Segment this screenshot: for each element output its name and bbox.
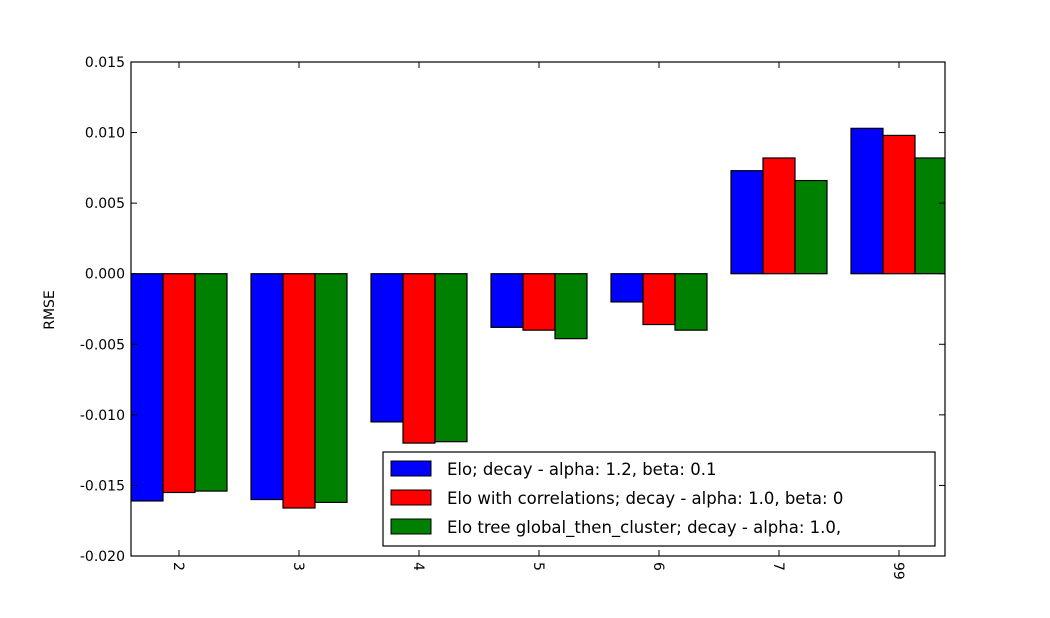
- legend-box: [382, 451, 936, 547]
- bar-7-series-3: [794, 179, 828, 275]
- bar-2-series-2: [162, 273, 196, 494]
- x-tick-label: 7: [770, 562, 786, 571]
- plot-frame: [130, 61, 946, 557]
- axes-layer: [130, 61, 946, 557]
- bar-4-series-3: [434, 273, 468, 443]
- x-tick-label: 4: [410, 562, 426, 571]
- bar-5-series-1: [490, 273, 524, 328]
- bar-3-series-1: [250, 273, 284, 501]
- y-tick-label: 0.010: [85, 126, 125, 142]
- legend-swatch-2: [390, 489, 432, 506]
- y-tick-label: 0.000: [85, 267, 125, 283]
- bars-layer: [131, 127, 945, 509]
- x-tick-label: 99: [890, 562, 906, 580]
- bar-99-series-3: [914, 157, 945, 275]
- legend-label-3: Elo tree global_then_cluster; decay - al…: [447, 518, 841, 538]
- x-tick-label: 3: [290, 562, 306, 571]
- bar-6-series-3: [674, 273, 708, 331]
- legend-swatch-1: [390, 460, 432, 477]
- bar-2-series-1: [131, 273, 164, 502]
- x-tick-label: 5: [530, 562, 546, 571]
- y-tick-label: -0.010: [80, 408, 125, 424]
- bar-7-series-2: [762, 157, 796, 275]
- y-tick-label: -0.020: [80, 549, 125, 565]
- x-tick-label: 2: [170, 562, 186, 571]
- bar-99-series-2: [882, 134, 916, 275]
- bar-5-series-3: [554, 273, 588, 340]
- legend-label-1: Elo; decay - alpha: 1.2, beta: 0.1: [447, 460, 716, 479]
- y-tick-label: 0.015: [85, 55, 125, 71]
- x-tick-label: 6: [650, 562, 666, 571]
- bar-6-series-2: [642, 273, 676, 326]
- bar-3-series-2: [282, 273, 316, 509]
- bar-3-series-3: [314, 273, 348, 503]
- y-tick-label: 0.005: [85, 196, 125, 212]
- y-tick-label: -0.015: [80, 478, 125, 494]
- ticks-layer: 0.015 0.010 0.005 0.000 -0.005 -0.010 -0.015 -0…: [80, 55, 945, 580]
- bar-6-series-1: [610, 273, 644, 303]
- bar-4-series-1: [370, 273, 404, 423]
- y-tick-label: -0.005: [80, 337, 125, 353]
- bar-4-series-2: [402, 273, 436, 444]
- bar-7-series-1: [730, 170, 764, 275]
- bar-2-series-3: [194, 273, 228, 492]
- y-axis-label: RMSE: [42, 290, 58, 330]
- bar-5-series-2: [522, 273, 556, 331]
- legend-label-2: Elo with correlations; decay - alpha: 1.…: [447, 489, 843, 508]
- legend: Elo; decay - alpha: 1.2, beta: 0.1 Elo wi…: [382, 451, 936, 547]
- bar-99-series-1: [850, 127, 884, 275]
- legend-swatch-3: [390, 518, 432, 535]
